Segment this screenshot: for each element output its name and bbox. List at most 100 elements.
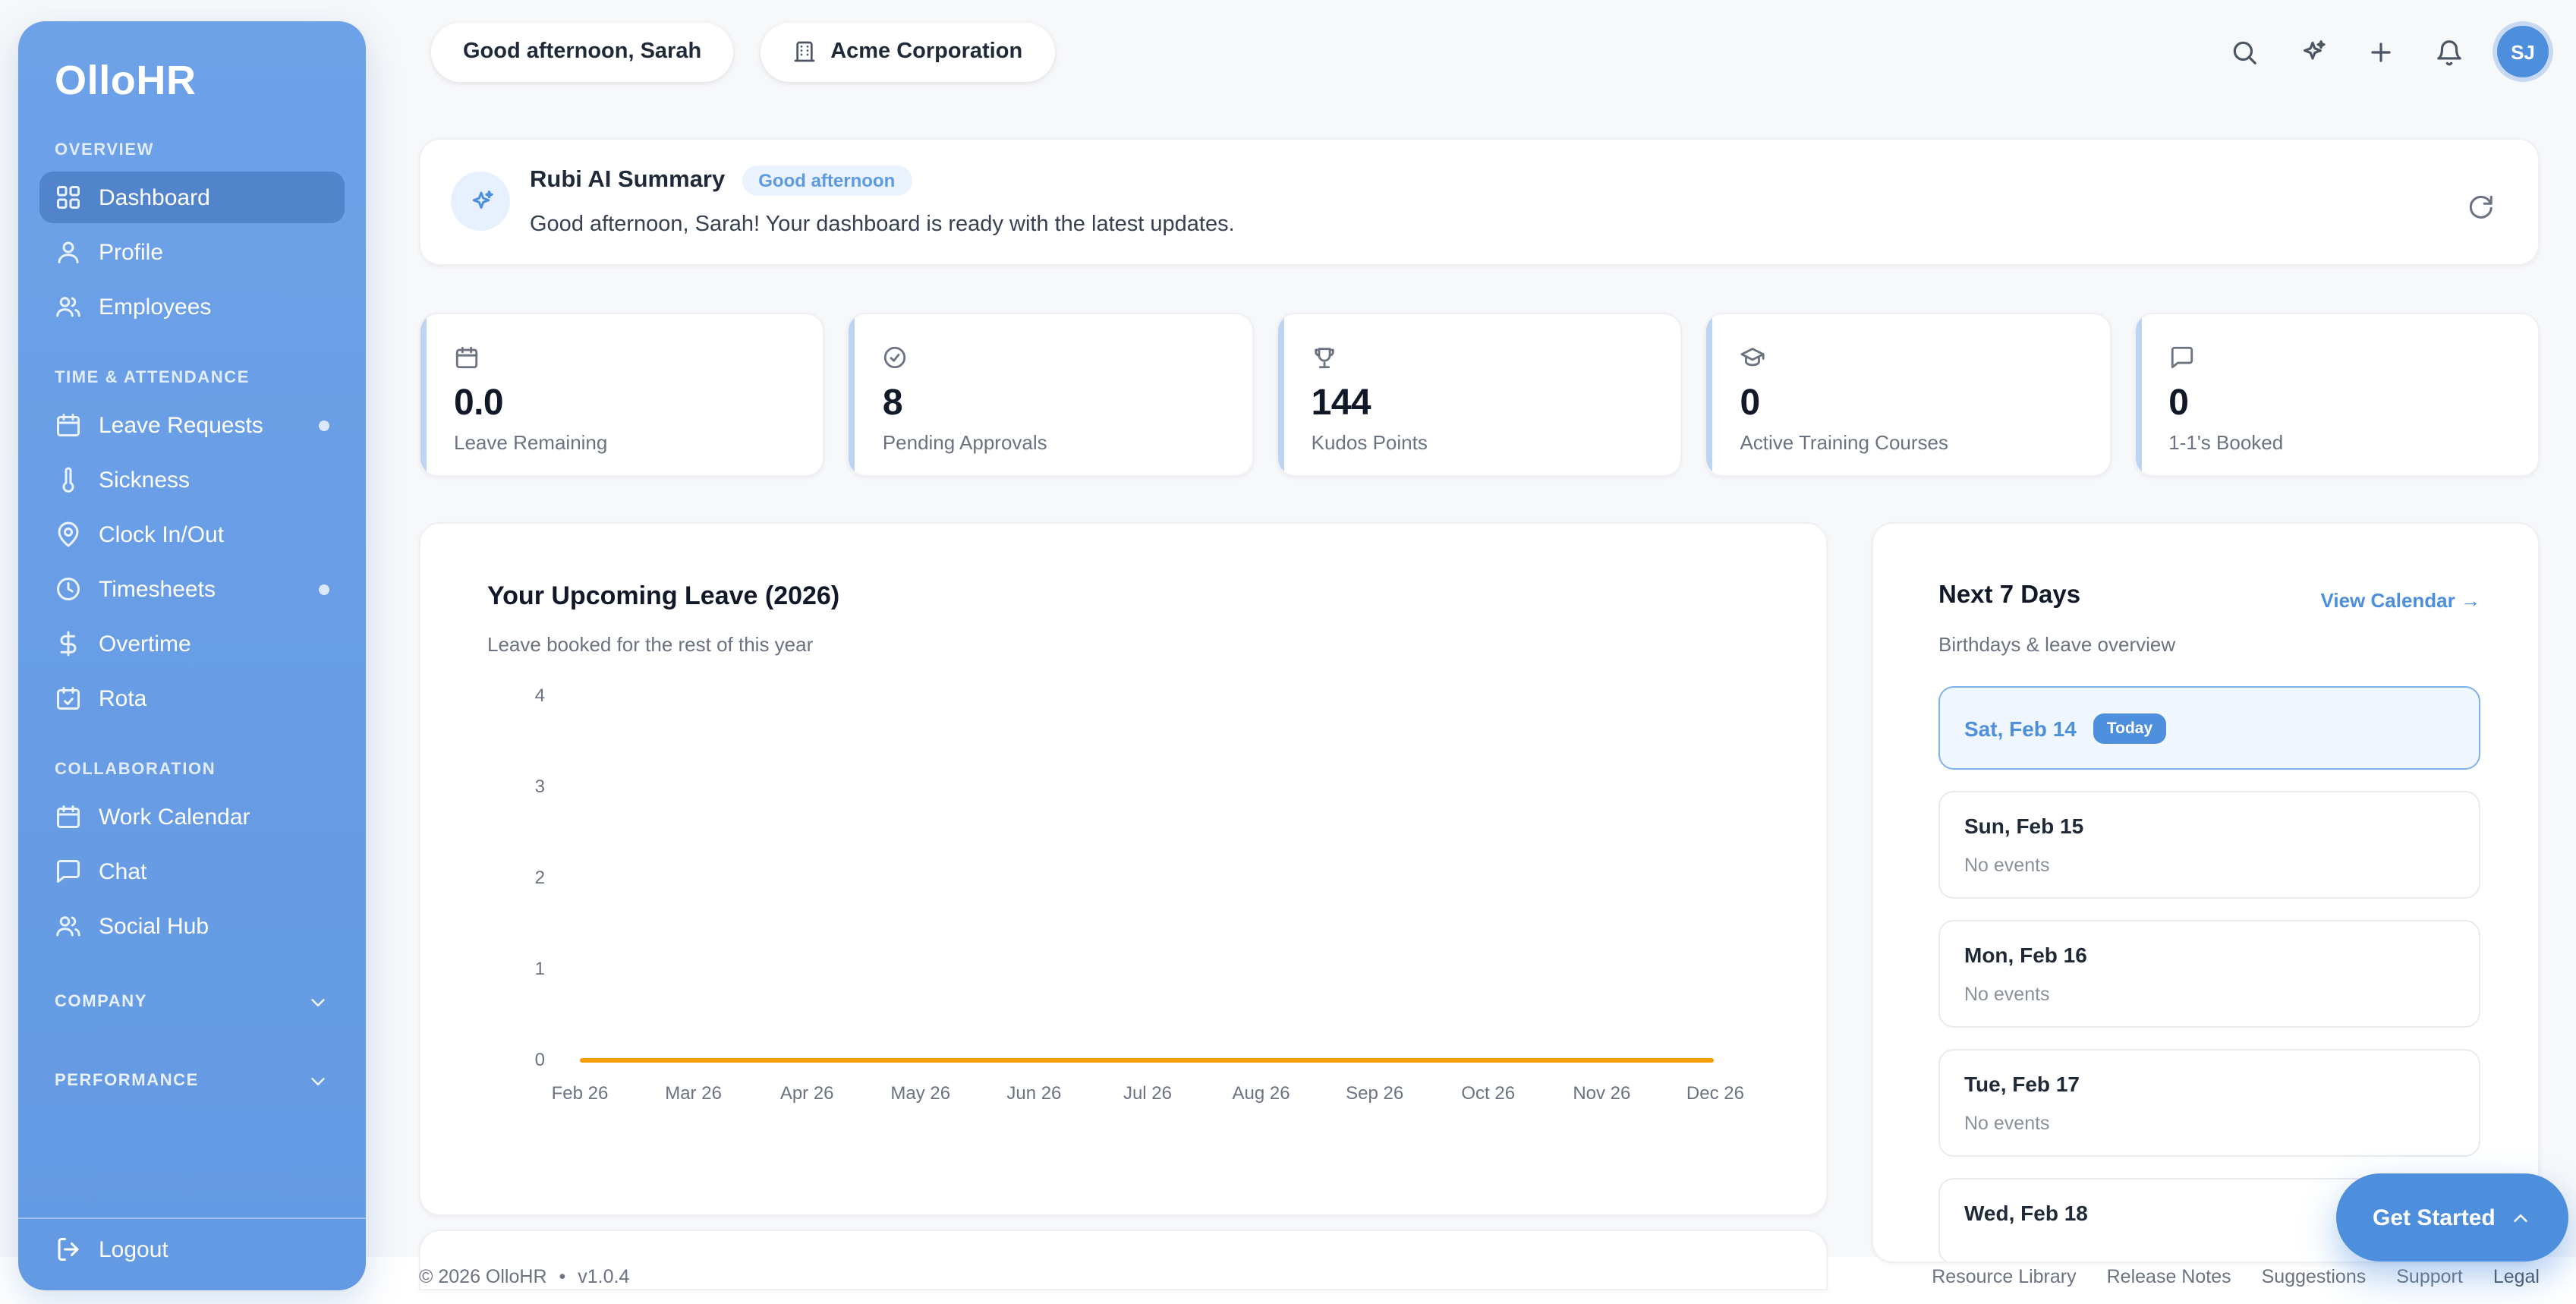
user-avatar[interactable]: SJ xyxy=(2497,26,2549,77)
sidebar-item-label: Timesheets xyxy=(99,576,216,602)
notifications-button[interactable] xyxy=(2424,27,2473,76)
sidebar-section-performance[interactable]: PERFORMANCE xyxy=(39,1052,345,1110)
notification-dot xyxy=(319,420,329,430)
message-square-icon xyxy=(2168,345,2194,371)
stat-card-one-to-ones[interactable]: 0 1-1's Booked xyxy=(2134,313,2540,477)
sidebar-item-clock-in-out[interactable]: Clock In/Out xyxy=(39,509,345,560)
copyright-text: © 2026 OlloHR xyxy=(419,1266,547,1287)
message-square-icon xyxy=(55,858,82,885)
day-note: No events xyxy=(1964,984,2050,1005)
bell-icon xyxy=(2434,37,2463,66)
add-button[interactable] xyxy=(2356,27,2404,76)
day-card[interactable]: Mon, Feb 16 No events xyxy=(1938,920,2480,1028)
sidebar-item-dashboard[interactable]: Dashboard xyxy=(39,172,345,223)
stat-accent-bar xyxy=(849,314,855,475)
sidebar-section-label: PERFORMANCE xyxy=(55,1072,199,1090)
upcoming-leave-chart-card: Your Upcoming Leave (2026) Leave booked … xyxy=(419,522,1828,1216)
day-card-today[interactable]: Sat, Feb 14 Today xyxy=(1938,686,2480,770)
thermometer-icon xyxy=(55,466,82,493)
chevron-down-icon xyxy=(307,1069,329,1092)
x-axis-tick: Jun 26 xyxy=(1006,1082,1062,1104)
dollar-icon xyxy=(55,630,82,657)
chevron-down-icon xyxy=(307,991,329,1013)
employees-icon xyxy=(55,293,82,320)
footer-link-legal[interactable]: Legal xyxy=(2493,1266,2540,1287)
sidebar-item-work-calendar[interactable]: Work Calendar xyxy=(39,791,345,843)
stat-card-active-training[interactable]: 0 Active Training Courses xyxy=(1705,313,2112,477)
footer-links: Resource Library Release Notes Suggestio… xyxy=(1932,1266,2540,1287)
search-button[interactable] xyxy=(2219,27,2268,76)
ai-summary-message: Good afternoon, Sarah! Your dashboard is… xyxy=(530,213,1235,237)
get-started-button[interactable]: Get Started xyxy=(2336,1173,2568,1261)
y-axis-tick: 0 xyxy=(534,1049,545,1070)
sidebar-item-label: Rota xyxy=(99,685,147,711)
day-list: Sat, Feb 14 Today Sun, Feb 15 No events … xyxy=(1938,686,2480,1261)
x-axis-tick: Mar 26 xyxy=(665,1082,722,1104)
day-date: Sat, Feb 14 xyxy=(1964,716,2077,740)
day-date: Tue, Feb 17 xyxy=(1964,1072,2080,1096)
view-calendar-link[interactable]: View Calendar → xyxy=(2320,589,2481,612)
footer-bullet: • xyxy=(559,1266,566,1287)
logout-button[interactable]: Logout xyxy=(55,1236,329,1263)
y-axis-tick: 1 xyxy=(534,958,545,979)
trophy-icon xyxy=(1312,345,1337,371)
sidebar-item-leave-requests[interactable]: Leave Requests xyxy=(39,399,345,451)
sidebar-item-label: Clock In/Out xyxy=(99,521,225,547)
topbar: Good afternoon, Sarah Acme Corporation S… xyxy=(431,21,2549,82)
sidebar-item-employees[interactable]: Employees xyxy=(39,281,345,332)
sidebar-item-label: Employees xyxy=(99,294,212,320)
day-card[interactable]: Sun, Feb 15 No events xyxy=(1938,791,2480,899)
sidebar-item-overtime[interactable]: Overtime xyxy=(39,618,345,669)
sidebar-item-social-hub[interactable]: Social Hub xyxy=(39,900,345,952)
plus-icon xyxy=(2366,37,2395,66)
stat-card-leave-remaining[interactable]: 0.0 Leave Remaining xyxy=(419,313,825,477)
stats-row: 0.0 Leave Remaining 8 Pending Approvals … xyxy=(419,313,2540,477)
x-axis-tick: Sep 26 xyxy=(1346,1082,1404,1104)
stat-value: 0 xyxy=(2168,383,2189,424)
stat-accent-bar xyxy=(2135,314,2142,475)
ai-bubble xyxy=(451,172,510,231)
sparkles-icon xyxy=(467,187,494,215)
stat-card-pending-approvals[interactable]: 8 Pending Approvals xyxy=(847,313,1254,477)
x-axis-tick: Jul 26 xyxy=(1123,1082,1172,1104)
sidebar-item-chat[interactable]: Chat xyxy=(39,846,345,897)
stat-card-kudos-points[interactable]: 144 Kudos Points xyxy=(1276,313,1683,477)
dashboard-icon xyxy=(55,184,82,211)
section-label-time-attendance: TIME & ATTENDANCE xyxy=(55,369,250,387)
sidebar-item-profile[interactable]: Profile xyxy=(39,226,345,278)
chart-subtitle: Leave booked for the rest of this year xyxy=(487,633,814,656)
leave-series-line xyxy=(580,1058,1714,1063)
y-axis-tick: 3 xyxy=(534,776,545,797)
ai-greeting-badge: Good afternoon xyxy=(742,165,912,196)
ai-assistant-button[interactable] xyxy=(2288,27,2336,76)
sidebar-section-company[interactable]: COMPANY xyxy=(39,973,345,1031)
stat-value: 8 xyxy=(882,383,903,424)
sidebar-item-label: Overtime xyxy=(99,631,191,657)
sidebar-item-rota[interactable]: Rota xyxy=(39,672,345,724)
sidebar-item-label: Leave Requests xyxy=(99,412,263,438)
notification-dot xyxy=(319,584,329,594)
footer-link-support[interactable]: Support xyxy=(2396,1266,2463,1287)
x-axis-tick: Nov 26 xyxy=(1573,1082,1631,1104)
stat-accent-bar xyxy=(420,314,427,475)
building-icon xyxy=(792,39,817,64)
next-section-card-peek xyxy=(419,1230,1828,1290)
day-card[interactable]: Tue, Feb 17 No events xyxy=(1938,1049,2480,1157)
sidebar-item-sickness[interactable]: Sickness xyxy=(39,454,345,506)
footer-link-release-notes[interactable]: Release Notes xyxy=(2106,1266,2231,1287)
stat-accent-bar xyxy=(1706,314,1713,475)
footer-link-resource-library[interactable]: Resource Library xyxy=(1932,1266,2077,1287)
refresh-summary-button[interactable] xyxy=(2456,182,2505,231)
company-switcher-pill[interactable]: Acme Corporation xyxy=(761,22,1055,81)
next-7-days-subtitle: Birthdays & leave overview xyxy=(1938,633,2176,656)
day-date: Wed, Feb 18 xyxy=(1964,1201,2088,1225)
calendar-icon xyxy=(55,803,82,830)
greeting-text: Good afternoon, Sarah xyxy=(463,39,702,64)
footer-link-suggestions[interactable]: Suggestions xyxy=(2261,1266,2367,1287)
next-7-days-card: Next 7 Days View Calendar → Birthdays & … xyxy=(1872,522,2540,1263)
sidebar-section-label: COMPANY xyxy=(55,993,148,1011)
sidebar-item-timesheets[interactable]: Timesheets xyxy=(39,563,345,615)
stat-value: 144 xyxy=(1311,383,1371,424)
day-note: No events xyxy=(1964,855,2050,876)
